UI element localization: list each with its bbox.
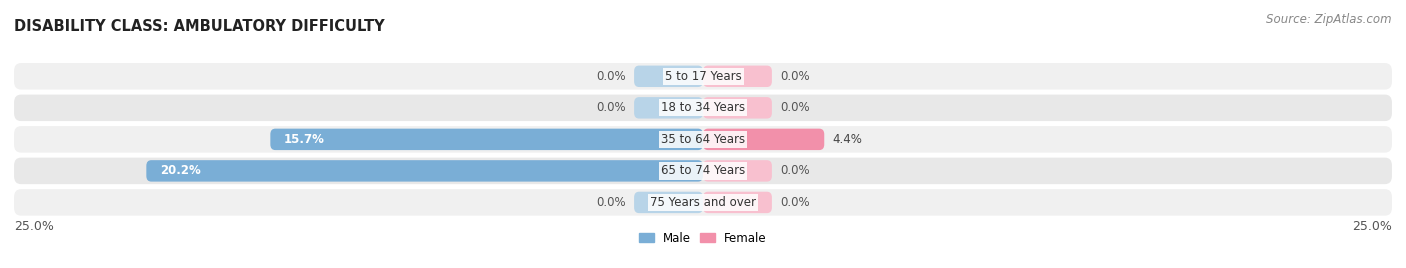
FancyBboxPatch shape [14,63,1392,90]
Text: 18 to 34 Years: 18 to 34 Years [661,101,745,114]
FancyBboxPatch shape [14,189,1392,216]
FancyBboxPatch shape [634,66,703,87]
FancyBboxPatch shape [703,97,772,118]
FancyBboxPatch shape [146,160,703,182]
Text: 75 Years and over: 75 Years and over [650,196,756,209]
Text: Source: ZipAtlas.com: Source: ZipAtlas.com [1267,13,1392,27]
FancyBboxPatch shape [634,192,703,213]
Text: 25.0%: 25.0% [14,220,53,233]
FancyBboxPatch shape [14,126,1392,152]
FancyBboxPatch shape [703,66,772,87]
Text: 20.2%: 20.2% [160,164,201,177]
FancyBboxPatch shape [703,129,824,150]
Text: 0.0%: 0.0% [596,101,626,114]
Text: 25.0%: 25.0% [1353,220,1392,233]
FancyBboxPatch shape [270,129,703,150]
Text: 65 to 74 Years: 65 to 74 Years [661,164,745,177]
Text: 0.0%: 0.0% [596,196,626,209]
Text: 0.0%: 0.0% [780,196,810,209]
Text: 15.7%: 15.7% [284,133,325,146]
FancyBboxPatch shape [634,97,703,118]
Text: 35 to 64 Years: 35 to 64 Years [661,133,745,146]
Text: 0.0%: 0.0% [780,164,810,177]
FancyBboxPatch shape [703,160,772,182]
FancyBboxPatch shape [14,158,1392,184]
Text: 5 to 17 Years: 5 to 17 Years [665,70,741,83]
Text: 0.0%: 0.0% [780,101,810,114]
Text: 0.0%: 0.0% [596,70,626,83]
FancyBboxPatch shape [703,192,772,213]
Legend: Male, Female: Male, Female [634,227,772,249]
Text: DISABILITY CLASS: AMBULATORY DIFFICULTY: DISABILITY CLASS: AMBULATORY DIFFICULTY [14,19,385,34]
FancyBboxPatch shape [14,95,1392,121]
Text: 4.4%: 4.4% [832,133,862,146]
Text: 0.0%: 0.0% [780,70,810,83]
